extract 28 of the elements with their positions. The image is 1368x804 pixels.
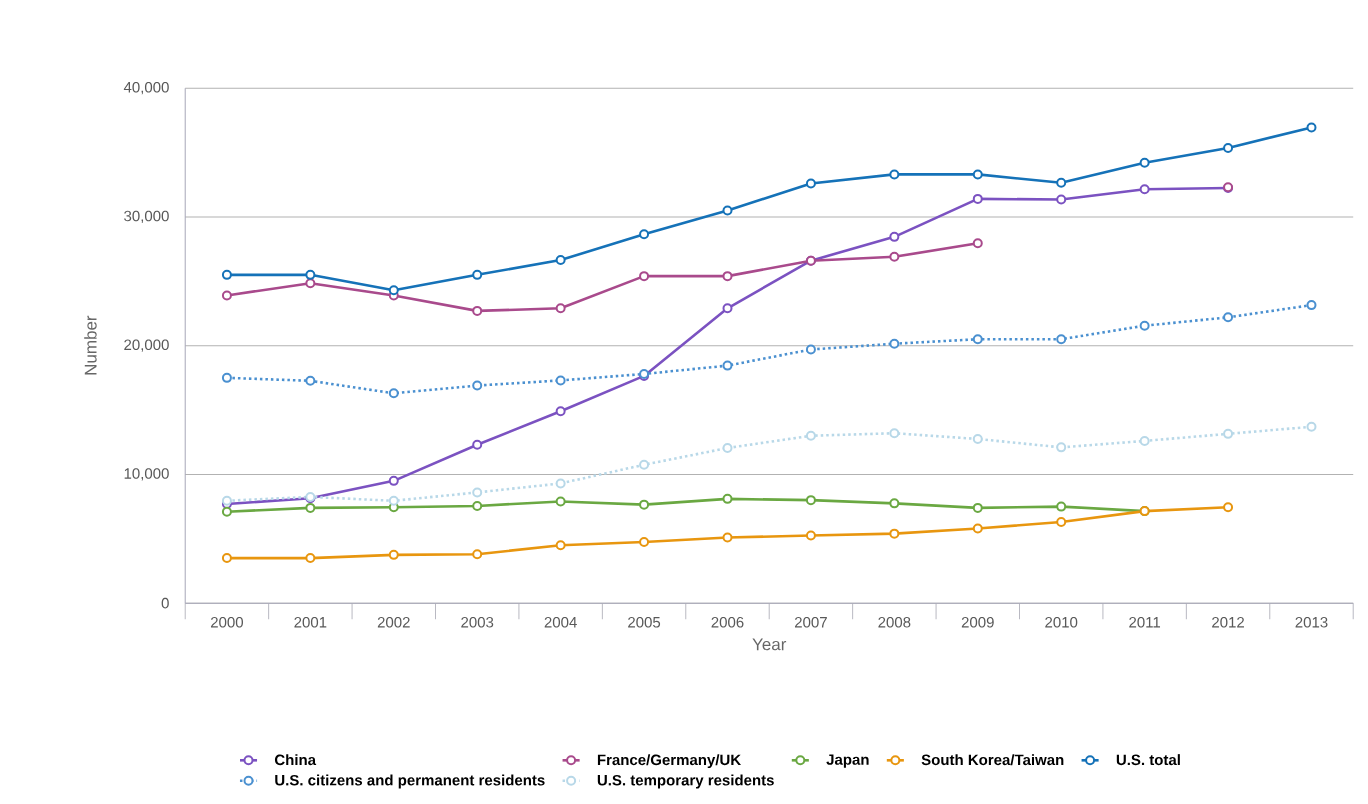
y-tick-label: 20,000 xyxy=(124,339,169,352)
x-tick-label: 2008 xyxy=(878,616,911,628)
y-tick-label: 40,000 xyxy=(123,81,169,95)
x-tick-label: 2003 xyxy=(461,616,494,628)
legend-label: U.S. total xyxy=(1116,754,1180,766)
x-tick-label: 2004 xyxy=(544,616,577,628)
legend-label: U.S. temporary residents xyxy=(597,774,774,789)
x-tick-label: 2007 xyxy=(794,616,827,628)
legend-label: U.S. citizens and permanent residents xyxy=(275,774,545,789)
x-tick-label: 2000 xyxy=(210,616,244,628)
y-axis-title: Number xyxy=(84,315,97,375)
legend-label: China xyxy=(274,754,317,766)
legend-label: Japan xyxy=(826,754,869,768)
y-tick-label: 10,000 xyxy=(124,468,169,481)
x-tick-label: 2002 xyxy=(377,616,410,628)
legend-label: France/Germany/UK xyxy=(597,754,741,769)
y-tick-label: 0 xyxy=(161,597,169,609)
x-tick-label: 2006 xyxy=(711,616,744,628)
x-axis-title: Year xyxy=(752,638,787,651)
x-tick-label: 2012 xyxy=(1212,616,1244,628)
x-tick-label: 2009 xyxy=(961,616,994,628)
x-tick-label: 2011 xyxy=(1129,616,1161,628)
y-tick-label: 30,000 xyxy=(124,210,169,224)
x-tick-label: 2010 xyxy=(1045,616,1078,628)
legend-label: South Korea/Taiwan xyxy=(921,754,1064,766)
x-tick-label: 2005 xyxy=(628,616,661,628)
x-tick-label: 2001 xyxy=(294,616,327,628)
x-tick-label: 2013 xyxy=(1295,616,1328,628)
